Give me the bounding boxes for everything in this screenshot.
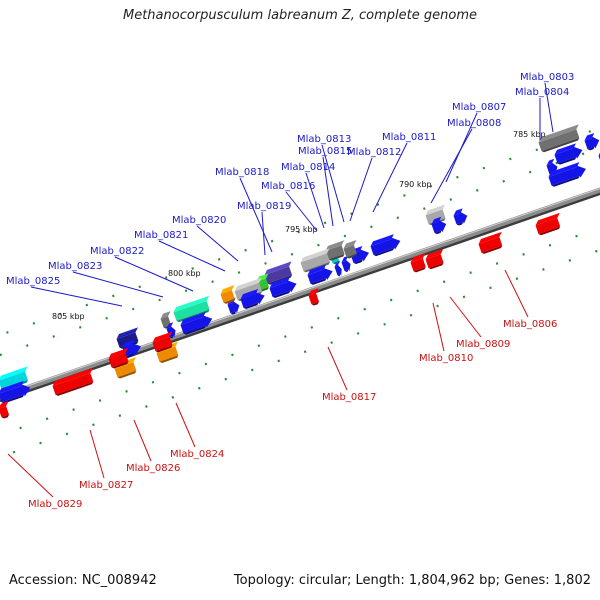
reverse-leader-line bbox=[89, 429, 105, 479]
forward-leader-line bbox=[322, 156, 334, 227]
reverse-leader-line bbox=[175, 402, 196, 448]
forward-gene-label: Mlab_0813 bbox=[297, 134, 351, 145]
ruler-label: 790 kbp bbox=[399, 180, 432, 189]
reverse-gene-label: Mlab_0809 bbox=[456, 339, 510, 350]
forward-gene-label: Mlab_0808 bbox=[447, 118, 501, 129]
forward-gene-glyph bbox=[370, 234, 401, 257]
forward-leader-line bbox=[544, 82, 554, 133]
forward-gene-label: Mlab_0819 bbox=[237, 201, 291, 212]
forward-gene-glyph bbox=[548, 162, 586, 187]
forward-gene-glyph bbox=[269, 276, 297, 298]
forward-gene-label: Mlab_0804 bbox=[515, 87, 569, 98]
reverse-gene-label: Mlab_0810 bbox=[419, 353, 473, 364]
genome-title: Methanocorpusculum labreanum Z, complete… bbox=[123, 8, 477, 23]
forward-gene-label: Mlab_0812 bbox=[347, 147, 401, 158]
forward-gene-label: Mlab_0803 bbox=[520, 72, 574, 83]
reverse-leader-line bbox=[449, 296, 482, 338]
reverse-gene-glyph bbox=[108, 347, 129, 369]
forward-gene-label: Mlab_0814 bbox=[281, 162, 335, 173]
forward-leader-line bbox=[349, 157, 373, 222]
forward-gene-glyph bbox=[220, 285, 235, 304]
forward-gene-label: Mlab_0818 bbox=[215, 167, 269, 178]
forward-gene-glyph bbox=[0, 380, 31, 404]
reverse-leader-line bbox=[327, 346, 348, 391]
forward-gene-label: Mlab_0807 bbox=[452, 102, 506, 113]
forward-leader-line bbox=[114, 256, 194, 292]
reverse-gene-label: Mlab_0824 bbox=[170, 449, 224, 460]
ruler-label: 805 kbp bbox=[52, 312, 85, 321]
forward-leader-line bbox=[196, 225, 239, 262]
reverse-gene-glyph bbox=[308, 288, 320, 306]
forward-gene-glyph bbox=[180, 312, 213, 335]
forward-gene-label: Mlab_0822 bbox=[90, 246, 144, 257]
reverse-gene-glyph bbox=[535, 212, 561, 236]
forward-gene-glyph bbox=[554, 143, 583, 165]
ruler-label: 800 kbp bbox=[168, 269, 201, 278]
forward-leader-line bbox=[321, 144, 345, 223]
reverse-gene-glyph bbox=[410, 253, 426, 273]
reverse-gene-label: Mlab_0827 bbox=[79, 480, 133, 491]
forward-gene-label: Mlab_0821 bbox=[134, 230, 188, 241]
backbone-highlight bbox=[0, 187, 600, 397]
backbone bbox=[0, 187, 600, 400]
forward-gene-label: Mlab_0823 bbox=[48, 261, 102, 272]
reverse-leader-line bbox=[432, 302, 445, 352]
reverse-gene-label: Mlab_0817 bbox=[322, 392, 376, 403]
reverse-gene-label: Mlab_0829 bbox=[28, 499, 82, 510]
ruler-label: 795 kbp bbox=[285, 225, 318, 234]
forward-gene-glyph bbox=[431, 216, 447, 235]
forward-gene-label: Mlab_0820 bbox=[172, 215, 226, 226]
forward-leader-line bbox=[30, 286, 123, 307]
forward-leader-line bbox=[430, 128, 473, 204]
forward-gene-label: Mlab_0815 bbox=[298, 146, 352, 157]
reverse-gene-glyph bbox=[0, 401, 10, 419]
forward-leader-line bbox=[158, 240, 226, 272]
forward-gene-glyph bbox=[264, 261, 293, 285]
forward-leader-line bbox=[261, 211, 266, 256]
reverse-leader-line bbox=[133, 419, 152, 462]
forward-gene-glyph bbox=[343, 240, 357, 259]
forward-gene-glyph bbox=[160, 311, 172, 329]
genome-summary-text: Topology: circular; Length: 1,804,962 bp… bbox=[233, 573, 591, 588]
forward-gene-glyph bbox=[538, 124, 580, 153]
forward-gene-glyph bbox=[453, 208, 468, 226]
forward-leader-line bbox=[305, 172, 325, 229]
reverse-gene-glyph bbox=[152, 331, 173, 353]
forward-gene-glyph bbox=[334, 260, 342, 277]
forward-leader-line bbox=[285, 191, 318, 232]
reverse-gene-glyph bbox=[425, 249, 444, 270]
forward-gene-glyph bbox=[584, 132, 600, 151]
reverse-leader-line bbox=[504, 269, 529, 318]
forward-gene-glyph bbox=[300, 248, 330, 273]
forward-gene-glyph bbox=[325, 240, 345, 261]
forward-leader-line bbox=[372, 142, 408, 213]
reverse-gene-glyph bbox=[478, 231, 503, 254]
accession-text: Accession: NC_008942 bbox=[9, 573, 157, 588]
ruler-label: 785 kbp bbox=[513, 130, 546, 139]
tick-row bbox=[0, 126, 600, 337]
reverse-gene-glyph bbox=[52, 367, 94, 396]
forward-gene-label: Mlab_0825 bbox=[6, 276, 60, 287]
forward-gene-label: Mlab_0816 bbox=[261, 181, 315, 192]
forward-gene-glyph bbox=[341, 255, 351, 273]
forward-gene-label: Mlab_0811 bbox=[382, 132, 436, 143]
reverse-gene-label: Mlab_0826 bbox=[126, 463, 180, 474]
reverse-gene-label: Mlab_0806 bbox=[503, 319, 557, 330]
forward-gene-glyph bbox=[173, 295, 210, 323]
forward-leader-line bbox=[72, 271, 164, 298]
forward-gene-glyph bbox=[240, 288, 265, 310]
forward-gene-glyph bbox=[307, 264, 333, 285]
forward-gene-glyph bbox=[122, 339, 142, 358]
reverse-leader-line bbox=[7, 453, 54, 498]
forward-leader-line bbox=[239, 177, 273, 253]
